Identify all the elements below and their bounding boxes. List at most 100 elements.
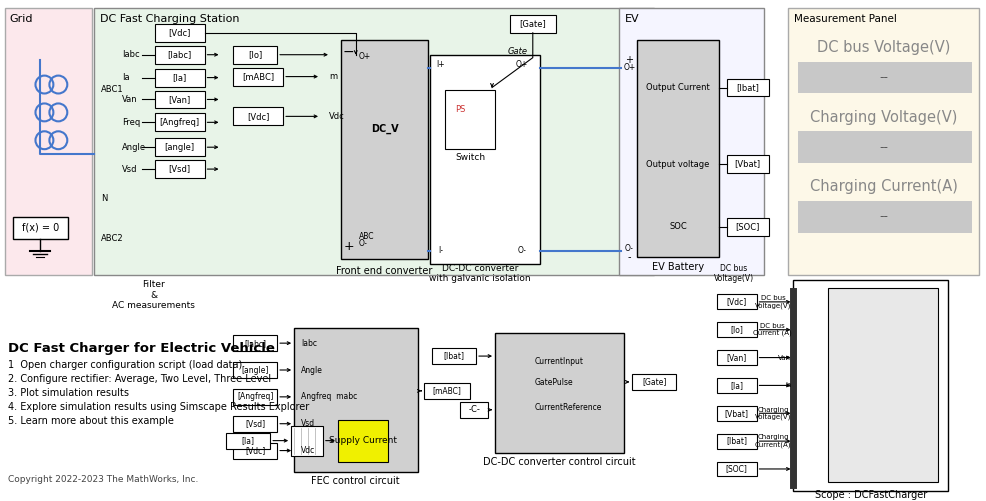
Text: [Vsd]: [Vsd] (169, 165, 190, 173)
Bar (510, 15, 556, 33)
Text: SOC: SOC (669, 222, 687, 231)
Text: [Iabc]: [Iabc] (245, 339, 266, 348)
Text: Iabc: Iabc (301, 339, 317, 348)
Bar (155, 91, 204, 108)
Text: Scope : DCFastCharger: Scope : DCFastCharger (814, 490, 927, 500)
Text: Vsd: Vsd (122, 165, 137, 173)
Text: ABC2: ABC2 (102, 234, 123, 243)
Bar (155, 138, 204, 156)
Text: Van: Van (778, 355, 792, 361)
Bar (338, 420, 387, 461)
Bar (717, 350, 756, 365)
Bar (234, 362, 277, 378)
Bar (155, 113, 204, 131)
Bar (799, 131, 972, 163)
Text: [Gate]: [Gate] (642, 377, 667, 386)
Text: DC Fast Charging Station: DC Fast Charging Station (101, 14, 240, 24)
Bar (828, 289, 938, 482)
Text: [Io]: [Io] (731, 325, 743, 334)
Text: [Vbat]: [Vbat] (725, 409, 748, 418)
Text: O+: O+ (359, 52, 371, 61)
Text: --: -- (880, 71, 888, 84)
Text: Angfreq  mabc: Angfreq mabc (301, 392, 357, 401)
Text: [mABC]: [mABC] (243, 72, 274, 81)
Bar (155, 46, 204, 64)
Text: PS: PS (455, 105, 465, 114)
Text: 2. Configure rectifier: Average, Two Level, Three Level: 2. Configure rectifier: Average, Two Lev… (8, 374, 271, 384)
Bar (227, 433, 270, 448)
Text: Supply Current: Supply Current (328, 436, 396, 445)
Bar (234, 389, 277, 405)
Text: [SOC]: [SOC] (726, 464, 747, 473)
Bar (727, 155, 768, 173)
Text: [Angfreq]: [Angfreq] (160, 118, 200, 127)
Text: -C-: -C- (468, 405, 480, 414)
Text: Switch: Switch (456, 153, 485, 162)
Text: ABC1: ABC1 (102, 85, 123, 94)
Text: --: -- (880, 141, 888, 154)
Text: [mABC]: [mABC] (433, 386, 461, 395)
Text: 3. Plot simulation results: 3. Plot simulation results (8, 388, 128, 398)
Text: DC bus
Voltage(V): DC bus Voltage(V) (714, 264, 753, 284)
Text: 4. Explore simulation results using Simscape Results Explorer: 4. Explore simulation results using Sims… (8, 402, 309, 412)
Text: GatePulse: GatePulse (534, 378, 574, 387)
Text: +: + (625, 55, 633, 65)
Text: [Vsd]: [Vsd] (246, 419, 265, 428)
Text: Vsd: Vsd (301, 419, 316, 428)
Bar (234, 442, 277, 458)
Bar (717, 461, 756, 476)
Text: Gate: Gate (508, 47, 528, 56)
Text: 1  Open charger configuration script (load data): 1 Open charger configuration script (loa… (8, 360, 242, 370)
Text: O+: O+ (516, 60, 528, 69)
Text: Van: Van (122, 95, 138, 104)
Bar (632, 374, 676, 390)
Text: [Ibat]: [Ibat] (737, 83, 759, 92)
Bar (234, 46, 277, 64)
Text: Vdc: Vdc (329, 112, 345, 121)
Text: [Van]: [Van] (727, 353, 746, 362)
Text: Charging Current(A): Charging Current(A) (810, 179, 957, 194)
Bar (341, 40, 428, 259)
Text: N: N (102, 194, 107, 203)
Text: [Vbat]: [Vbat] (735, 160, 760, 169)
Bar (794, 281, 948, 491)
Text: m: m (329, 72, 337, 81)
Text: DC bus
Voltage(V): DC bus Voltage(V) (755, 295, 792, 309)
Text: +: + (343, 240, 354, 253)
Text: [Vdc]: [Vdc] (727, 298, 746, 307)
Text: [Vdc]: [Vdc] (246, 446, 265, 455)
Bar (94, 8, 654, 275)
Text: f(x) = 0: f(x) = 0 (22, 223, 59, 233)
Text: [Iabc]: [Iabc] (168, 50, 192, 59)
Text: [Vdc]: [Vdc] (169, 29, 191, 37)
Bar (155, 160, 204, 178)
Bar (155, 69, 204, 87)
Bar (727, 79, 768, 97)
Bar (234, 68, 283, 86)
Text: CurrentReference: CurrentReference (534, 403, 602, 412)
Text: [Ibat]: [Ibat] (726, 436, 747, 445)
Bar (234, 416, 277, 432)
Bar (294, 328, 418, 472)
Text: [angle]: [angle] (242, 366, 269, 375)
Bar (13, 217, 68, 238)
Bar (460, 402, 488, 418)
Text: Ia: Ia (785, 382, 792, 388)
Text: Charging Voltage(V): Charging Voltage(V) (810, 110, 957, 125)
Bar (430, 55, 539, 264)
Text: Angle: Angle (301, 366, 322, 375)
Text: [Ia]: [Ia] (242, 436, 254, 445)
Bar (432, 348, 476, 364)
Text: DC_V: DC_V (371, 124, 398, 134)
Bar (291, 426, 323, 455)
Text: [SOC]: [SOC] (736, 222, 760, 231)
Text: Output Current: Output Current (646, 83, 710, 92)
Bar (637, 40, 719, 257)
Text: Ia: Ia (122, 73, 129, 82)
Text: [Ia]: [Ia] (173, 73, 186, 82)
Text: Charging
Voltage(V): Charging Voltage(V) (755, 406, 792, 420)
Bar (495, 333, 624, 452)
Text: FEC control circuit: FEC control circuit (312, 476, 400, 486)
Text: --: -- (880, 210, 888, 223)
Bar (717, 406, 756, 421)
